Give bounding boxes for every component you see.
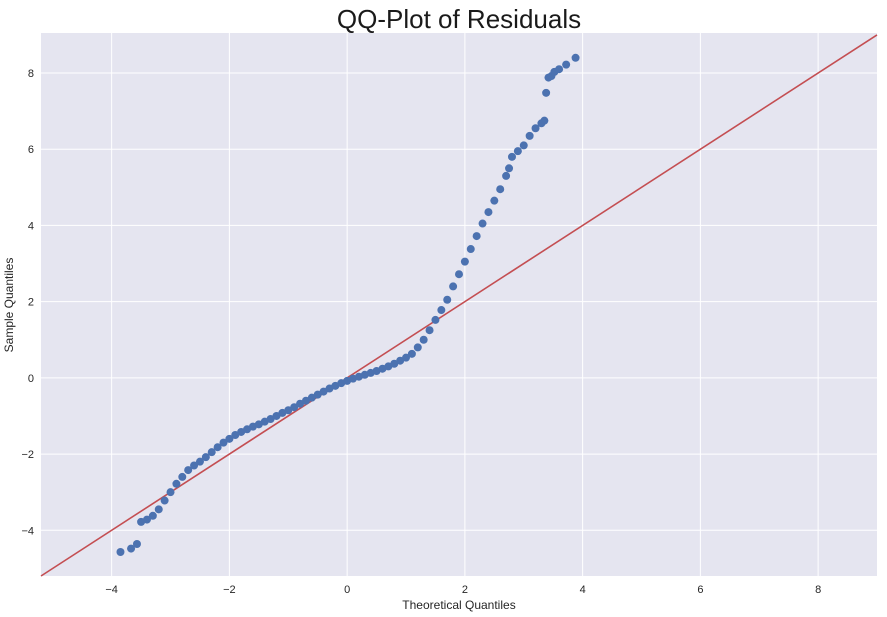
sample-point — [407, 349, 416, 358]
sample-point — [437, 306, 446, 315]
x-tick-label: 6 — [697, 584, 703, 596]
sample-point — [460, 257, 469, 266]
sample-point — [231, 431, 240, 440]
x-tick-label: 0 — [344, 584, 350, 596]
sample-point — [307, 393, 316, 402]
sample-point — [484, 208, 493, 217]
sample-point — [148, 511, 157, 520]
sample-point — [284, 406, 293, 415]
sample-point — [478, 219, 487, 228]
chart-title: QQ-Plot of Residuals — [337, 4, 581, 34]
sample-point — [396, 356, 405, 365]
sample-point — [219, 438, 228, 447]
sample-point — [449, 282, 458, 291]
sample-point — [166, 488, 175, 497]
sample-point — [542, 88, 551, 97]
sample-point — [513, 147, 522, 156]
x-tick-label: 2 — [462, 584, 468, 596]
y-axis-label: Sample Quantiles — [2, 258, 16, 353]
sample-point — [266, 415, 275, 424]
sample-point — [319, 387, 328, 396]
sample-point — [195, 457, 204, 466]
sample-point — [178, 472, 187, 481]
sample-point — [502, 171, 511, 180]
x-tick-label: 8 — [815, 584, 821, 596]
sample-point — [390, 359, 399, 368]
sample-point — [142, 515, 151, 524]
sample-point — [490, 196, 499, 205]
sample-point — [525, 131, 534, 140]
sample-point — [402, 353, 411, 362]
sample-point — [184, 466, 193, 475]
sample-point — [272, 411, 281, 420]
sample-point — [505, 164, 514, 173]
sample-point — [301, 396, 310, 405]
sample-point — [419, 335, 428, 344]
sample-point — [571, 53, 580, 62]
sample-point — [160, 496, 169, 505]
sample-point — [207, 448, 216, 457]
sample-point — [225, 434, 234, 443]
sample-point — [496, 185, 505, 194]
sample-points — [116, 53, 580, 556]
sample-point — [132, 539, 141, 548]
x-tick-label: −4 — [105, 584, 118, 596]
sample-point — [455, 270, 463, 279]
x-tick-label: 4 — [580, 584, 586, 596]
sample-point — [213, 443, 222, 452]
y-tick-label: 4 — [28, 220, 34, 232]
sample-point — [290, 403, 299, 412]
sample-point — [313, 390, 322, 399]
sample-point — [413, 343, 422, 352]
sample-point — [296, 399, 305, 408]
tick-labels: −4 −2 0 2 4 6 8 −4 −2 0 2 4 6 8 — [21, 68, 821, 596]
y-tick-label: 0 — [28, 373, 34, 385]
x-axis-label: Theoretical Quantiles — [402, 598, 515, 612]
sample-point — [507, 152, 516, 161]
y-tick-label: 6 — [28, 144, 34, 156]
reference-line-group — [40, 34, 878, 577]
y-tick-label: 2 — [28, 297, 34, 309]
sample-point — [443, 295, 452, 304]
y-tick-label: −4 — [21, 525, 34, 537]
sample-point — [519, 141, 528, 150]
sample-point — [562, 60, 571, 69]
sample-point — [201, 453, 210, 462]
grid-lines — [41, 33, 877, 576]
sample-point — [466, 245, 475, 254]
sample-point — [127, 544, 136, 553]
y-tick-label: −2 — [21, 449, 34, 461]
sample-point — [431, 315, 440, 324]
sample-point — [116, 547, 125, 556]
x-tick-label: −2 — [223, 584, 236, 596]
reference-line — [40, 34, 878, 577]
sample-point — [425, 326, 434, 335]
sample-point — [472, 232, 481, 241]
sample-point — [540, 116, 549, 125]
sample-point — [172, 479, 181, 488]
y-tick-label: 8 — [28, 68, 34, 80]
sample-point — [154, 505, 163, 514]
sample-point — [190, 461, 199, 470]
sample-point — [555, 65, 564, 74]
sample-point — [531, 124, 540, 133]
